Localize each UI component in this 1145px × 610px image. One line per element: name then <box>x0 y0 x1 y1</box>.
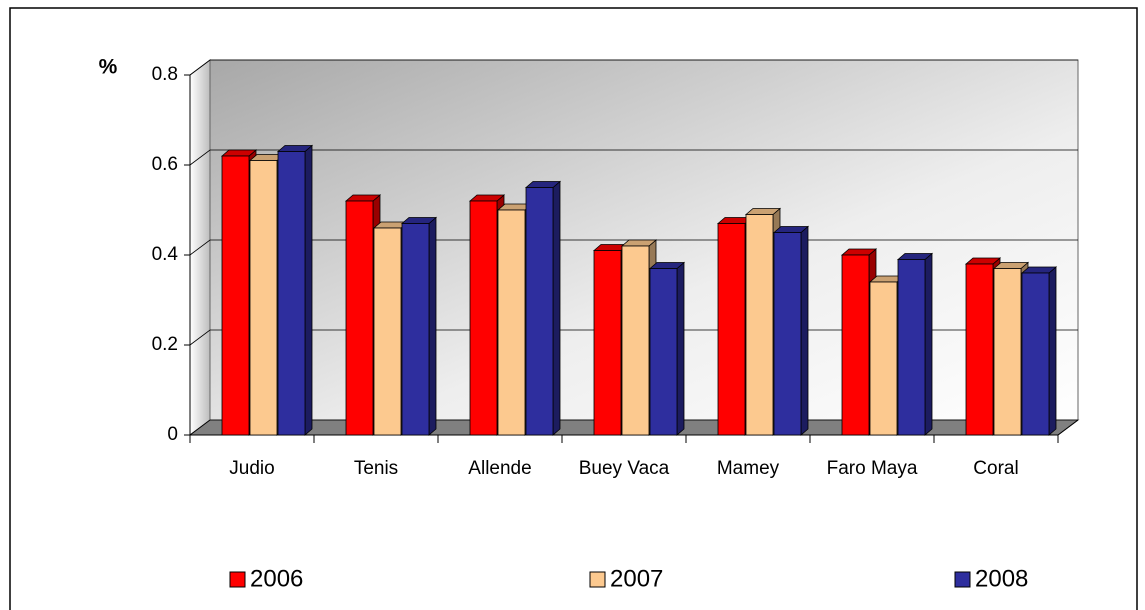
bar-face <box>469 200 498 436</box>
bar-face <box>897 259 926 436</box>
x-tick-label: Coral <box>973 458 1018 479</box>
x-axis-end <box>1057 419 1079 436</box>
x-tick-label: Faro Maya <box>827 458 918 479</box>
bar-face <box>773 232 802 436</box>
bar <box>772 225 810 436</box>
bar-face <box>869 281 898 436</box>
x-tick-label: Allende <box>468 458 531 479</box>
bar-face <box>249 160 278 436</box>
y-axis-label: % <box>99 56 118 79</box>
bar-face <box>924 252 933 436</box>
x-tick-label: Buey Vaca <box>579 458 670 479</box>
bar-face <box>221 155 250 436</box>
bar <box>1020 266 1058 436</box>
bar <box>524 180 562 436</box>
bar-face <box>593 250 622 436</box>
bar <box>276 144 314 436</box>
grid-line <box>189 59 1078 76</box>
legend-swatch <box>589 571 606 588</box>
bar-face <box>345 200 374 436</box>
grid-line <box>189 149 1078 166</box>
bar-face <box>373 227 402 436</box>
bar <box>896 252 934 436</box>
frame <box>9 7 1138 610</box>
bar-face <box>525 187 554 436</box>
legend-label: 2007 <box>610 565 663 592</box>
bar-face <box>552 180 561 436</box>
bar-face <box>800 225 809 436</box>
bar-face <box>1021 272 1050 436</box>
legend-label: 2008 <box>975 565 1028 592</box>
bar-face <box>621 245 650 436</box>
legend-swatch <box>954 571 971 588</box>
bar <box>400 216 438 436</box>
x-tick-label: Mamey <box>717 458 780 479</box>
bar-face <box>401 223 430 436</box>
bar-face <box>717 223 746 436</box>
x-tick-label: Tenis <box>354 458 398 479</box>
legend-label: 2006 <box>250 565 303 592</box>
legend-swatch <box>229 571 246 588</box>
bar-face <box>1048 266 1057 436</box>
bar-face <box>277 151 306 436</box>
x-tick-label: Judio <box>229 458 274 479</box>
y-tick-label: 0.6 <box>152 154 178 175</box>
bar-face <box>428 216 437 436</box>
bar-face <box>993 268 1022 436</box>
bar-face <box>745 214 774 436</box>
bar <box>648 261 686 436</box>
y-tick-label: 0.4 <box>152 244 179 265</box>
bar-face <box>497 209 526 436</box>
bar-face <box>965 263 994 436</box>
bar-face <box>841 254 870 436</box>
bar-face <box>649 268 678 436</box>
y-tick-label: 0 <box>167 424 178 445</box>
y-tick-label: 0.8 <box>152 64 178 85</box>
bar-face <box>304 144 313 436</box>
y-tick-label: 0.2 <box>152 334 178 355</box>
bar-face <box>676 261 685 436</box>
